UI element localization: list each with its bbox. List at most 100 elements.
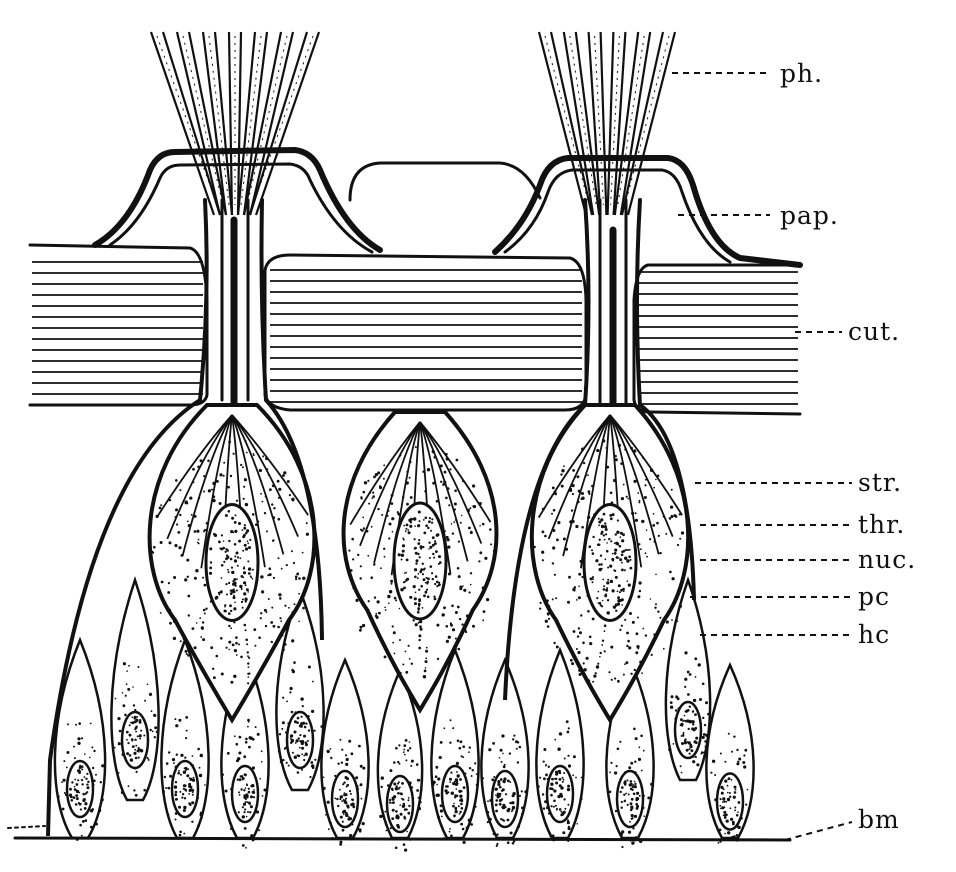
cell-stipple (439, 804, 443, 808)
cell-stipple (230, 827, 233, 830)
cell-stipple (78, 722, 81, 725)
nucleus-stipple (460, 807, 464, 810)
cell-stipple (457, 540, 460, 543)
cell-stipple (277, 625, 280, 629)
cell-stipple (313, 729, 316, 732)
cell-stipple (437, 777, 441, 781)
nucleus-stipple (412, 585, 416, 589)
nucleus-stipple (342, 794, 345, 796)
cell-stipple (133, 789, 136, 792)
nucleus-stipple (249, 803, 251, 806)
cell-stipple (451, 604, 454, 608)
nucleus-stipple (241, 606, 244, 609)
nucleus-stipple (388, 801, 392, 804)
cell-stipple (203, 583, 207, 587)
cell-stipple (733, 735, 736, 738)
label-pap: pap. (780, 201, 839, 230)
cell-stipple (675, 695, 678, 698)
cell-stipple (533, 545, 536, 549)
nucleus-stipple (397, 787, 400, 790)
cell-stipple (305, 522, 308, 525)
cell-stipple (261, 795, 264, 797)
cell-stipple (492, 832, 495, 836)
nucleus-stipple (174, 786, 176, 789)
cell-stipple (271, 503, 274, 506)
supporting-cell (376, 666, 424, 852)
cell-stipple (655, 478, 657, 481)
cell-stipple (426, 468, 431, 472)
nucleus-stipple (686, 741, 689, 744)
cell-stipple (665, 532, 668, 535)
nucleus-stipple (397, 817, 400, 820)
central-dome (348, 161, 542, 202)
nucleus-stipple (191, 791, 194, 794)
cell-stipple (638, 501, 641, 504)
nucleus-stipple (633, 785, 637, 789)
nucleus-stipple (723, 810, 727, 814)
nucleus-stipple (226, 593, 228, 596)
nucleus-stipple (591, 576, 595, 579)
cell-stipple (242, 497, 245, 500)
nucleus-stipple (611, 557, 615, 561)
nucleus-stipple (431, 518, 434, 521)
cell-stipple (502, 752, 504, 755)
hair-stroke (201, 31, 234, 216)
cell-stipple (440, 815, 443, 818)
nucleus-stipple (414, 568, 418, 572)
cell-stipple (654, 606, 657, 609)
cell-stipple (289, 691, 292, 694)
cell-stipple (578, 673, 582, 676)
cell-stipple (246, 643, 249, 646)
nucleus-stipple (683, 739, 687, 743)
basement-start-mark (7, 825, 46, 829)
nucleus-stipple (402, 802, 406, 806)
cell-stipple (235, 742, 239, 746)
cell-stipple (657, 534, 660, 538)
nucleus-stipple (414, 525, 416, 527)
nucleus-stipple (305, 722, 308, 725)
cell-stipple (449, 468, 452, 471)
cell-stipple (185, 729, 188, 732)
cell-stipple (694, 657, 698, 661)
nucleus-stipple (558, 771, 562, 775)
cell-stipple (738, 757, 742, 761)
cell-stipple (545, 773, 548, 777)
nucleus-stipple (591, 549, 593, 552)
cell-stipple (569, 658, 573, 662)
nucleus-stipple (629, 780, 633, 783)
cell-stipple (472, 624, 475, 628)
cell-stipple (263, 788, 267, 792)
sensory-cells (46, 398, 696, 837)
cell-stipple (238, 735, 242, 739)
cell-stipple (418, 638, 421, 642)
hair-stroke (227, 31, 243, 216)
nucleus-stipple (70, 799, 74, 802)
thread-fibril (609, 414, 660, 555)
cell-stipple (509, 831, 513, 835)
nucleus-stipple (78, 770, 81, 773)
nucleus-stipple (230, 609, 233, 613)
nucleus-stipple (723, 813, 727, 817)
cell-stipple (189, 496, 193, 500)
cell-stipple (320, 725, 324, 728)
nucleus-stipple (421, 573, 424, 576)
cell-stipple (191, 820, 194, 823)
nucleus-stipple (244, 600, 247, 603)
nucleus-stipple (439, 561, 442, 564)
cell-stipple (383, 555, 386, 558)
nucleus-stipple (721, 791, 723, 794)
nucleus-stipple (435, 550, 438, 553)
nucleus-stipple (454, 806, 458, 810)
cell-stipple (636, 616, 639, 619)
nucleus-stipple (450, 791, 454, 795)
cell-stipple (149, 728, 152, 732)
cell-stipple (186, 575, 189, 578)
cell-stipple (137, 666, 140, 668)
cell-stipple (653, 486, 655, 489)
nucleus-stipple (75, 797, 79, 801)
cell-stipple (263, 512, 267, 515)
cell-stipple (697, 663, 701, 667)
nucleus-stipple (722, 797, 726, 801)
nucleus-stipple (550, 787, 554, 791)
